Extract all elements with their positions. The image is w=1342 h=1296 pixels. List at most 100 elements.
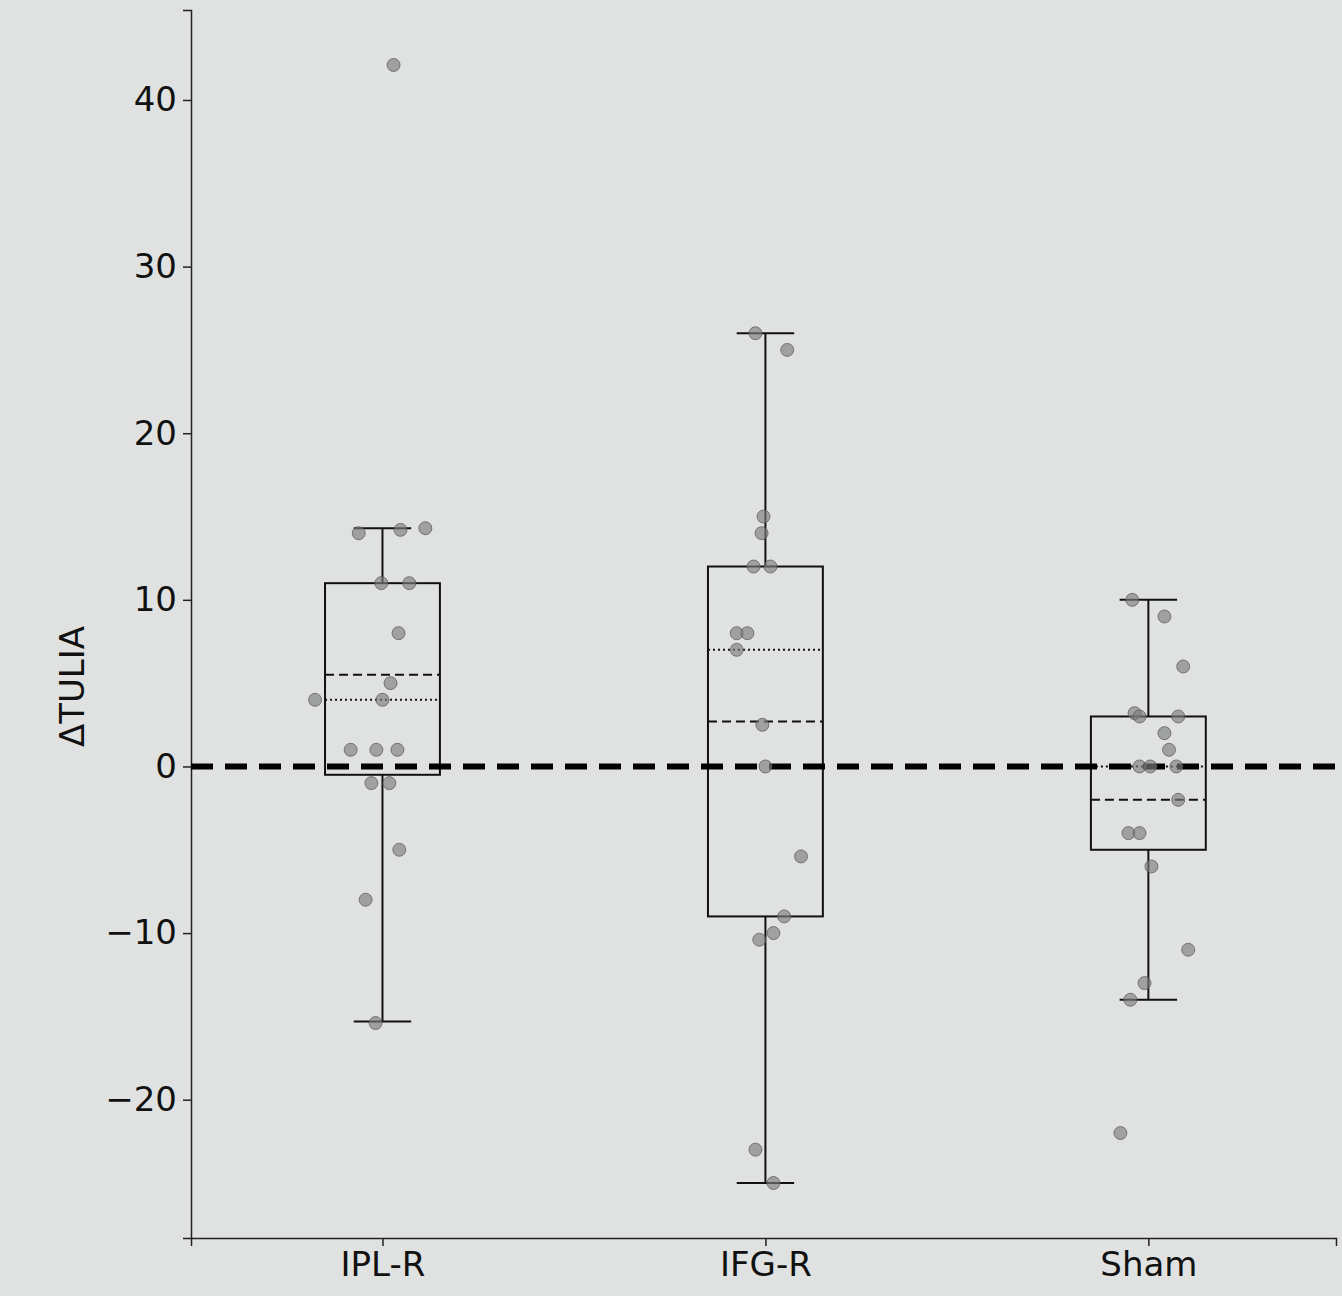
y-tick-label: 0 bbox=[155, 746, 177, 786]
marks bbox=[191, 58, 1336, 1189]
y-tick-label: 20 bbox=[134, 413, 177, 453]
point bbox=[344, 743, 357, 756]
point bbox=[1145, 860, 1158, 873]
y-tick: −10 bbox=[105, 912, 191, 952]
point bbox=[795, 850, 808, 863]
point bbox=[383, 777, 396, 790]
point bbox=[375, 577, 388, 590]
box bbox=[1091, 600, 1206, 1000]
y-tick: 20 bbox=[134, 413, 191, 453]
x-tick-label: IFG-R bbox=[720, 1244, 812, 1284]
point bbox=[1133, 710, 1146, 723]
x-tick: IPL-R bbox=[341, 1238, 426, 1284]
point bbox=[403, 577, 416, 590]
point bbox=[393, 843, 406, 856]
x-axis: IPL-R IFG-R Sham bbox=[192, 1238, 1337, 1284]
point bbox=[1138, 977, 1151, 990]
point bbox=[1114, 1127, 1127, 1140]
box-body bbox=[325, 583, 440, 775]
y-tick-mark bbox=[183, 266, 191, 268]
box bbox=[325, 528, 440, 1021]
x-tick-label: IPL-R bbox=[341, 1244, 426, 1284]
point bbox=[767, 1177, 780, 1190]
box-body bbox=[708, 567, 823, 917]
point bbox=[749, 327, 762, 340]
point bbox=[759, 760, 772, 773]
y-tick-label: −20 bbox=[105, 1079, 177, 1119]
plot: −20 −10 0 10 20 30 40 IPL-R IFG-R Sham bbox=[105, 11, 1336, 1285]
point bbox=[309, 693, 322, 706]
point bbox=[741, 627, 754, 640]
y-tick-mark bbox=[183, 100, 191, 102]
whisker-high bbox=[381, 528, 383, 583]
y-tick: 10 bbox=[134, 579, 191, 619]
y-axis-line bbox=[183, 11, 192, 1239]
y-tick-label: 30 bbox=[134, 246, 177, 286]
point bbox=[1172, 793, 1185, 806]
x-tick: Sham bbox=[1100, 1238, 1197, 1284]
y-tick-label: 10 bbox=[134, 579, 177, 619]
point bbox=[749, 1143, 762, 1156]
whisker-low bbox=[764, 916, 766, 1183]
box-body bbox=[1091, 716, 1206, 849]
y-tick-mark bbox=[183, 933, 191, 935]
y-tick-mark bbox=[183, 1099, 191, 1101]
y-tick: 40 bbox=[134, 79, 191, 119]
y-tick-label: −10 bbox=[105, 912, 177, 952]
point bbox=[352, 527, 365, 540]
point bbox=[384, 677, 397, 690]
point bbox=[392, 627, 405, 640]
y-axis: −20 −10 0 10 20 30 40 bbox=[105, 11, 191, 1239]
point bbox=[370, 743, 383, 756]
point bbox=[755, 527, 768, 540]
y-tick-mark bbox=[183, 766, 191, 768]
point bbox=[391, 743, 404, 756]
x-tick-label: Sham bbox=[1100, 1244, 1197, 1284]
x-tick: IFG-R bbox=[720, 1238, 812, 1284]
point bbox=[1124, 993, 1137, 1006]
y-tick: 0 bbox=[155, 746, 191, 786]
point bbox=[1163, 743, 1176, 756]
point bbox=[376, 693, 389, 706]
point bbox=[1170, 760, 1183, 773]
point bbox=[359, 893, 372, 906]
y-tick: 30 bbox=[134, 246, 191, 286]
point bbox=[365, 777, 378, 790]
point bbox=[369, 1017, 382, 1030]
point bbox=[394, 523, 407, 536]
point bbox=[1177, 660, 1190, 673]
cap-high bbox=[737, 332, 794, 334]
point bbox=[419, 522, 432, 535]
point bbox=[730, 643, 743, 656]
y-tick-label: 40 bbox=[134, 79, 177, 119]
mean bbox=[1091, 799, 1206, 801]
y-tick-mark bbox=[183, 433, 191, 435]
chart: −20 −10 0 10 20 30 40 IPL-R IFG-R Sham ΔTULIA bbox=[0, 0, 1342, 1296]
whisker-high bbox=[1147, 600, 1149, 717]
point bbox=[1126, 593, 1139, 606]
point bbox=[753, 933, 766, 946]
point bbox=[764, 560, 777, 573]
point bbox=[756, 718, 769, 731]
point bbox=[767, 927, 780, 940]
point bbox=[1158, 727, 1171, 740]
point bbox=[757, 510, 770, 523]
y-tick-mark bbox=[183, 600, 191, 602]
whisker-low bbox=[381, 775, 383, 1022]
y-axis-title: ΔTULIA bbox=[52, 626, 92, 747]
cap-low bbox=[737, 1182, 794, 1184]
mean bbox=[325, 674, 440, 676]
point bbox=[1172, 710, 1185, 723]
point bbox=[1158, 610, 1171, 623]
background bbox=[0, 0, 1342, 1296]
point bbox=[781, 343, 794, 356]
point bbox=[1182, 943, 1195, 956]
box bbox=[708, 333, 823, 1183]
point bbox=[778, 910, 791, 923]
median bbox=[708, 649, 823, 651]
y-tick: −20 bbox=[105, 1079, 191, 1119]
point bbox=[387, 58, 400, 71]
point bbox=[1133, 827, 1146, 840]
point bbox=[747, 560, 760, 573]
point bbox=[1144, 760, 1157, 773]
